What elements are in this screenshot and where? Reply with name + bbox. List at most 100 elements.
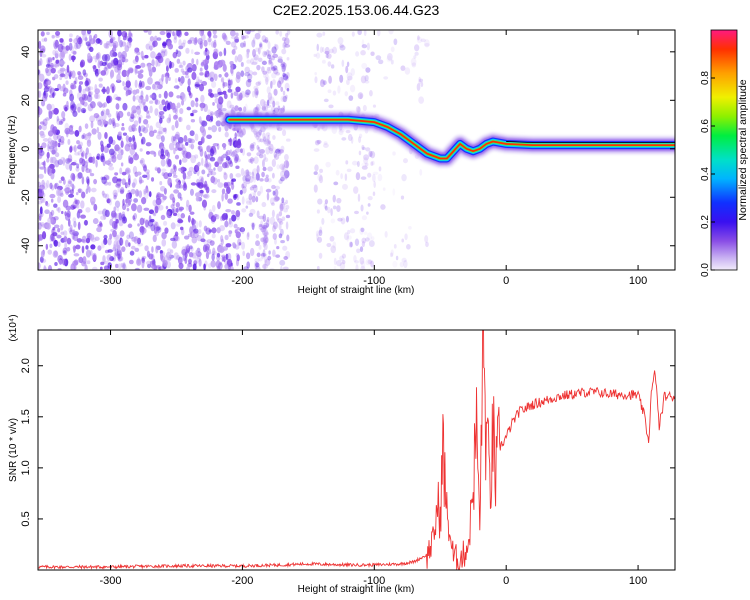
noise-speck (164, 49, 168, 57)
noise-speck (198, 175, 204, 181)
noise-speck (230, 78, 233, 86)
noise-speck (42, 118, 48, 127)
noise-speck (161, 172, 165, 177)
noise-speck (117, 256, 122, 262)
noise-speck (281, 216, 286, 221)
noise-speck (322, 31, 326, 36)
noise-speck (98, 83, 103, 88)
noise-speck (149, 260, 156, 266)
ridge-band-5 (228, 118, 675, 160)
noise-speck (140, 98, 147, 105)
noise-speck (181, 99, 185, 106)
noise-speck (196, 76, 200, 85)
noise-speck (313, 184, 318, 193)
noise-speck (210, 176, 216, 184)
noise-speck (242, 175, 248, 183)
noise-speck (253, 184, 258, 193)
noise-speck (89, 101, 96, 109)
noise-speck (370, 161, 374, 167)
noise-speck (284, 153, 289, 161)
noise-speck (70, 82, 75, 90)
noise-speck (197, 228, 202, 234)
noise-speck (60, 156, 66, 165)
noise-speck (47, 265, 53, 270)
noise-speck (57, 159, 64, 166)
noise-speck (56, 118, 62, 126)
noise-speck (76, 172, 82, 180)
noise-speck (281, 65, 284, 70)
noise-speck (249, 200, 253, 206)
noise-speck (364, 74, 369, 82)
noise-speck (249, 186, 254, 191)
noise-speck (263, 235, 269, 244)
noise-speck (341, 137, 347, 141)
noise-speck (243, 266, 249, 270)
noise-speck (115, 263, 119, 269)
noise-speck (75, 166, 80, 172)
noise-speck (38, 145, 43, 154)
noise-speck (231, 151, 236, 158)
noise-speck (162, 220, 168, 226)
noise-speck (60, 118, 64, 124)
noise-speck (142, 174, 148, 179)
noise-speck (205, 186, 209, 192)
noise-speck (101, 240, 105, 249)
noise-speck (126, 234, 131, 240)
noise-speck (362, 104, 367, 112)
noise-speck (149, 94, 155, 99)
noise-speck (177, 147, 183, 151)
noise-speck (69, 33, 73, 38)
noise-speck (149, 45, 153, 51)
noise-speck (209, 240, 215, 246)
noise-speck (46, 31, 50, 36)
noise-speck (319, 226, 323, 234)
noise-speck (186, 62, 193, 69)
noise-speck (259, 43, 262, 48)
noise-speck (133, 153, 140, 161)
noise-speck (163, 172, 169, 180)
noise-speck (39, 206, 43, 215)
noise-speck (114, 66, 119, 73)
noise-speck (273, 88, 278, 96)
noise-speck (66, 105, 70, 111)
snr-y-tick-label: 1.0 (20, 460, 32, 475)
noise-speck (128, 142, 134, 148)
noise-speck (229, 104, 235, 109)
noise-speck (194, 154, 199, 159)
noise-speck (332, 90, 337, 96)
noise-speck (241, 208, 247, 213)
noise-speck (52, 227, 56, 231)
noise-speck (354, 260, 359, 264)
noise-speck (160, 49, 166, 54)
noise-speck (221, 32, 227, 40)
noise-speck (49, 193, 56, 199)
noise-speck (214, 213, 218, 218)
noise-speck (241, 182, 247, 189)
noise-speck (212, 101, 215, 106)
noise-speck (173, 252, 179, 260)
noise-speck (284, 37, 290, 46)
noise-speck (278, 233, 283, 239)
noise-speck (101, 109, 106, 114)
noise-speck (50, 139, 55, 148)
noise-speck (223, 47, 227, 57)
noise-speck (186, 124, 191, 131)
noise-speck (116, 153, 123, 161)
noise-speck (245, 205, 249, 209)
noise-speck (271, 209, 275, 218)
noise-speck (190, 143, 195, 150)
noise-speck (80, 238, 85, 243)
noise-speck (205, 186, 210, 194)
noise-speck (116, 206, 120, 212)
noise-speck (39, 121, 45, 125)
noise-speck (360, 75, 367, 84)
noise-speck (72, 55, 75, 63)
noise-speck (153, 151, 157, 158)
noise-speck (246, 59, 251, 64)
noise-speck (323, 202, 328, 209)
noise-speck (236, 202, 241, 206)
noise-speck (157, 131, 161, 136)
noise-speck (223, 93, 228, 100)
noise-speck (166, 157, 171, 165)
noise-speck (60, 135, 65, 144)
